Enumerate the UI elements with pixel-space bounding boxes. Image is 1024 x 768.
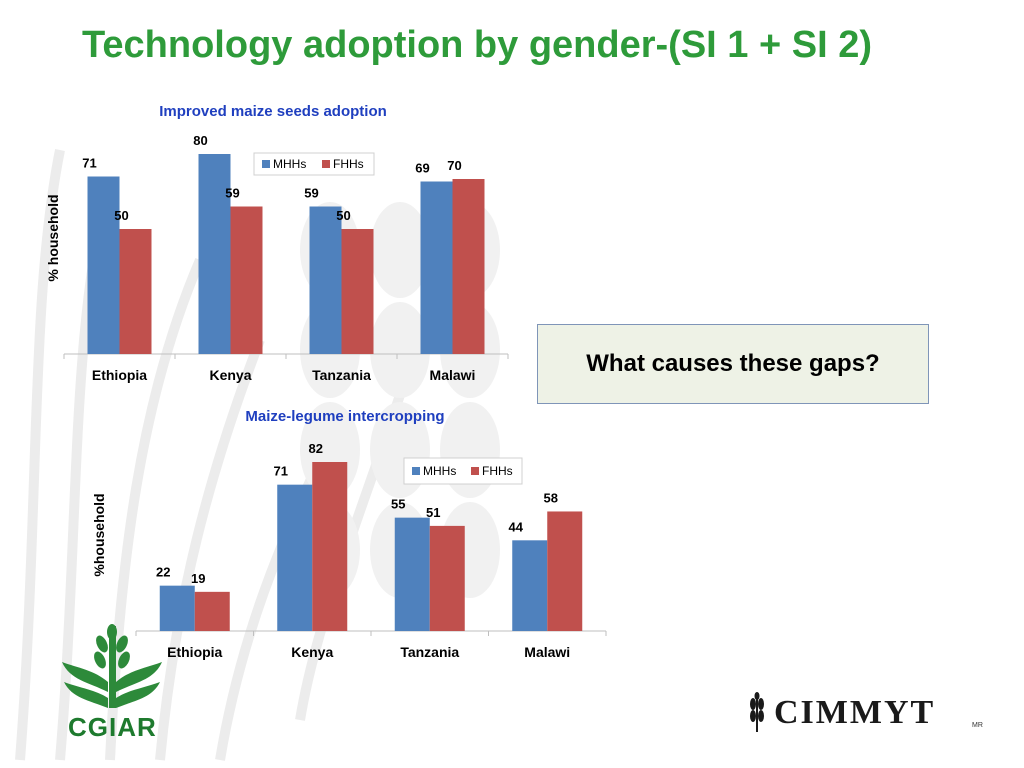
chart-1-bar-mhhs-ethiopia [159, 585, 195, 631]
chart-0-legend-swatch-fhhs [322, 160, 330, 168]
chart-1-legend-label-fhhs: FHHs [482, 464, 513, 478]
chart-1-data-label-mhhs-kenya: 71 [274, 464, 288, 479]
chart-1-bar-fhhs-ethiopia [194, 591, 230, 631]
chart-0-bar-mhhs-ethiopia [87, 176, 120, 354]
chart-0-data-label-fhhs-kenya: 59 [225, 186, 239, 201]
chart-0-bar-fhhs-ethiopia [119, 229, 152, 354]
chart-1-category-label: Kenya [291, 644, 333, 660]
cgiar-logo-text: CGIAR [68, 712, 157, 742]
chart-0-legend-label-mhhs: MHHs [273, 157, 306, 171]
chart-1-data-label-mhhs-tanzania: 55 [391, 497, 405, 512]
chart-1-data-label-fhhs-kenya: 82 [309, 441, 323, 456]
chart-1-legend-label-mhhs: MHHs [423, 464, 456, 478]
chart-0-legend [253, 152, 375, 176]
chart-1-bar-mhhs-kenya [277, 484, 313, 631]
chart-0-bar-fhhs-kenya [230, 206, 263, 354]
chart-improved-maize-seeds: Improved maize seeds adoption % household… [45, 103, 509, 383]
question-box: What causes these gaps? [537, 324, 929, 404]
chart-1-bar-mhhs-tanzania [394, 517, 430, 631]
chart-1-data-label-fhhs-malawi: 58 [544, 490, 558, 505]
chart-0-legend-swatch-mhhs [262, 160, 270, 168]
chart-maize-legume-intercropping: Maize-legume intercropping %household 22 19… [91, 408, 607, 660]
chart-0-category-label: Kenya [209, 367, 251, 383]
chart-1-data-label-fhhs-ethiopia: 19 [191, 571, 205, 586]
chart-0-legend-label-fhhs: FHHs [333, 157, 364, 171]
cgiar-logo-icon [62, 624, 162, 708]
chart-1-category-label: Malawi [524, 644, 570, 660]
chart-0-bar-fhhs-malawi [452, 179, 485, 354]
chart-1-legend-swatch-mhhs [412, 467, 420, 475]
chart-0-bar-fhhs-tanzania [341, 229, 374, 354]
chart-0-y-axis-label: % household [45, 194, 61, 281]
chart-1-legend-swatch-fhhs [471, 467, 479, 475]
chart-1-y-axis-label: %household [91, 493, 107, 576]
chart-0-data-label-fhhs-tanzania: 50 [336, 208, 350, 223]
chart-1-data-label-mhhs-ethiopia: 22 [156, 565, 170, 580]
chart-0-data-label-mhhs-tanzania: 59 [304, 186, 318, 201]
chart-0-category-label: Malawi [430, 367, 476, 383]
chart-0-data-label-mhhs-ethiopia: 71 [82, 156, 96, 171]
wheat-icon [750, 692, 764, 732]
chart-0-bar-mhhs-tanzania [309, 206, 342, 354]
chart-0-title: Improved maize seeds adoption [159, 103, 387, 120]
chart-0-data-label-mhhs-kenya: 80 [193, 133, 207, 148]
chart-0-data-label-mhhs-malawi: 69 [415, 161, 429, 176]
chart-1-legend [403, 457, 523, 485]
chart-1-data-label-mhhs-malawi: 44 [509, 519, 524, 534]
chart-1-bar-fhhs-kenya [312, 462, 348, 631]
slide-title: Technology adoption by gender-(SI 1 + SI… [82, 24, 872, 66]
cimmyt-registered-mark: MR [972, 722, 983, 729]
chart-1-bar-mhhs-malawi [512, 540, 548, 631]
question-text: What causes these gaps? [586, 350, 880, 377]
chart-0-category-label: Tanzania [312, 367, 371, 383]
chart-0-data-label-fhhs-malawi: 70 [447, 158, 461, 173]
chart-1-bar-fhhs-tanzania [429, 525, 465, 631]
chart-0-data-label-fhhs-ethiopia: 50 [114, 208, 128, 223]
chart-0-bar-mhhs-kenya [198, 154, 231, 354]
chart-1-data-label-fhhs-tanzania: 51 [426, 505, 440, 520]
chart-1-category-label: Tanzania [400, 644, 459, 660]
cimmyt-logo-text: CIMMYT [774, 694, 936, 731]
chart-1-bar-fhhs-malawi [547, 511, 583, 631]
cimmyt-logo: CIMMYT MR [744, 690, 994, 740]
chart-1-category-label: Ethiopia [167, 644, 222, 660]
chart-0-category-label: Ethiopia [92, 367, 147, 383]
chart-0-bar-mhhs-malawi [420, 181, 453, 354]
chart-1-title: Maize-legume intercropping [245, 408, 444, 425]
